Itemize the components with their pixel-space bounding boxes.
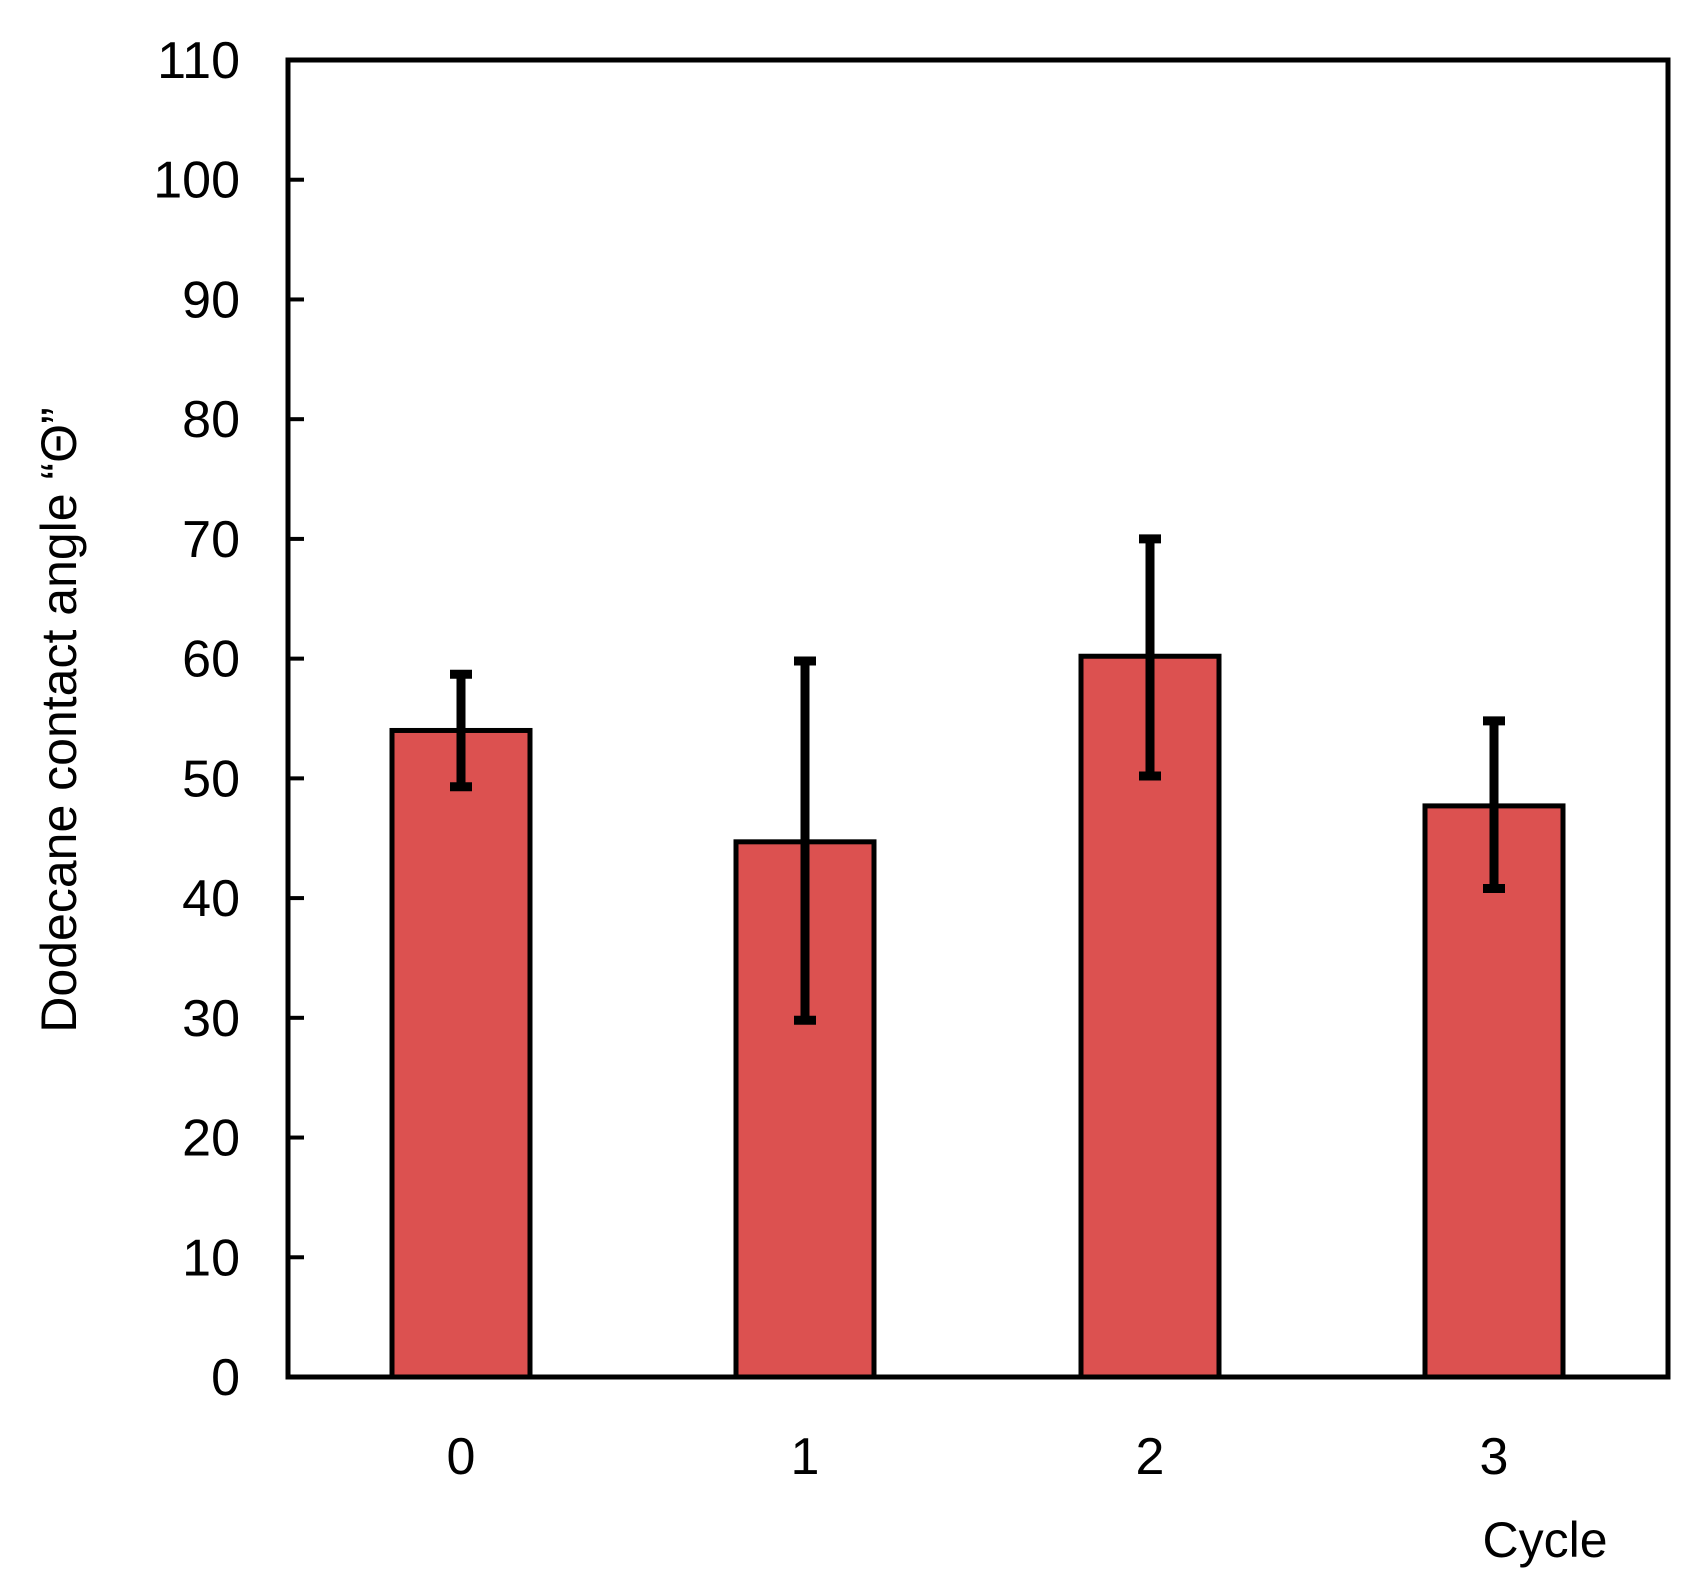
x-tick-label: 1 xyxy=(791,1428,820,1486)
y-tick-label: 30 xyxy=(182,990,240,1048)
x-tick-label: 3 xyxy=(1480,1428,1509,1486)
x-axis-ticks: 0 1 2 3 xyxy=(447,1428,1509,1486)
x-axis-label: Cycle xyxy=(1482,1512,1607,1568)
y-tick-label: 40 xyxy=(182,870,240,928)
y-tick-label: 80 xyxy=(182,391,240,449)
error-bars-layer xyxy=(450,534,1505,1025)
error-bar-cycle-2 xyxy=(1139,534,1161,781)
y-tick-label: 100 xyxy=(153,152,240,210)
plot-frame xyxy=(285,57,1671,1380)
y-tick-label: 90 xyxy=(182,271,240,329)
y-tick-label: 70 xyxy=(182,511,240,569)
bars-layer xyxy=(389,653,1566,1380)
y-axis-ticks: 0 10 20 30 40 50 60 70 80 90 100 110 xyxy=(153,32,304,1407)
y-tick-label: 20 xyxy=(182,1110,240,1168)
y-tick-label: 60 xyxy=(182,631,240,689)
y-tick-label: 50 xyxy=(182,750,240,808)
error-bar-cycle-0 xyxy=(450,669,472,792)
y-axis-label: Dodecane contact angle “Θ” xyxy=(31,407,87,1032)
bar-cycle-0 xyxy=(389,727,533,1380)
error-bar-cycle-3 xyxy=(1483,716,1505,894)
x-tick-label: 0 xyxy=(447,1428,476,1486)
x-tick-label: 2 xyxy=(1136,1428,1165,1486)
y-tick-label: 110 xyxy=(157,32,240,90)
y-tick-label: 10 xyxy=(182,1229,240,1287)
y-tick-label: 0 xyxy=(211,1349,240,1407)
error-bar-cycle-1 xyxy=(794,656,816,1025)
